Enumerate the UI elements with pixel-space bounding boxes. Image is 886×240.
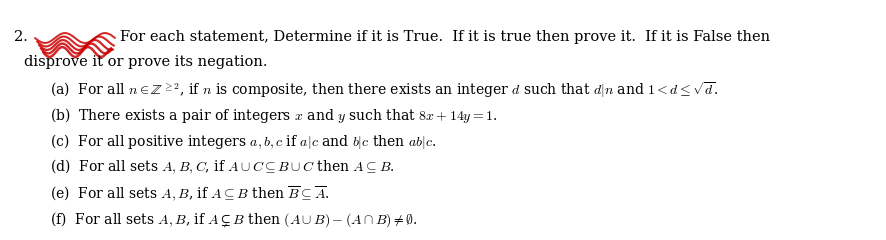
- Text: (c)  For all positive integers $a, b, c$ if $a|c$ and $b|c$ then $ab|c$.: (c) For all positive integers $a, b, c$ …: [50, 132, 437, 151]
- Text: (e)  For all sets $A, B$, if $A \subseteq B$ then $\overline{B} \subseteq \overl: (e) For all sets $A, B$, if $A \subseteq…: [50, 184, 330, 203]
- Text: (a)  For all $n \in \mathbb{Z}^{\geq 2}$, if $n$ is composite, then there exists: (a) For all $n \in \mathbb{Z}^{\geq 2}$,…: [50, 80, 719, 100]
- Text: (f)  For all sets $A, B$, if $A \subsetneq B$ then $(A \cup B) - (A \cap B) \neq: (f) For all sets $A, B$, if $A \subsetne…: [50, 210, 417, 229]
- Text: For each statement, Determine if it is True.  If it is true then prove it.  If i: For each statement, Determine if it is T…: [120, 30, 770, 44]
- Text: disprove it or prove its negation.: disprove it or prove its negation.: [24, 55, 268, 69]
- Text: 2.: 2.: [14, 30, 27, 44]
- Text: (b)  There exists a pair of integers $x$ and $y$ such that $8x + 14y = 1$.: (b) There exists a pair of integers $x$ …: [50, 106, 497, 125]
- Text: (d)  For all sets $A, B, C$, if $A \cup C \subseteq B \cup C$ then $A \subseteq : (d) For all sets $A, B, C$, if $A \cup C…: [50, 158, 394, 176]
